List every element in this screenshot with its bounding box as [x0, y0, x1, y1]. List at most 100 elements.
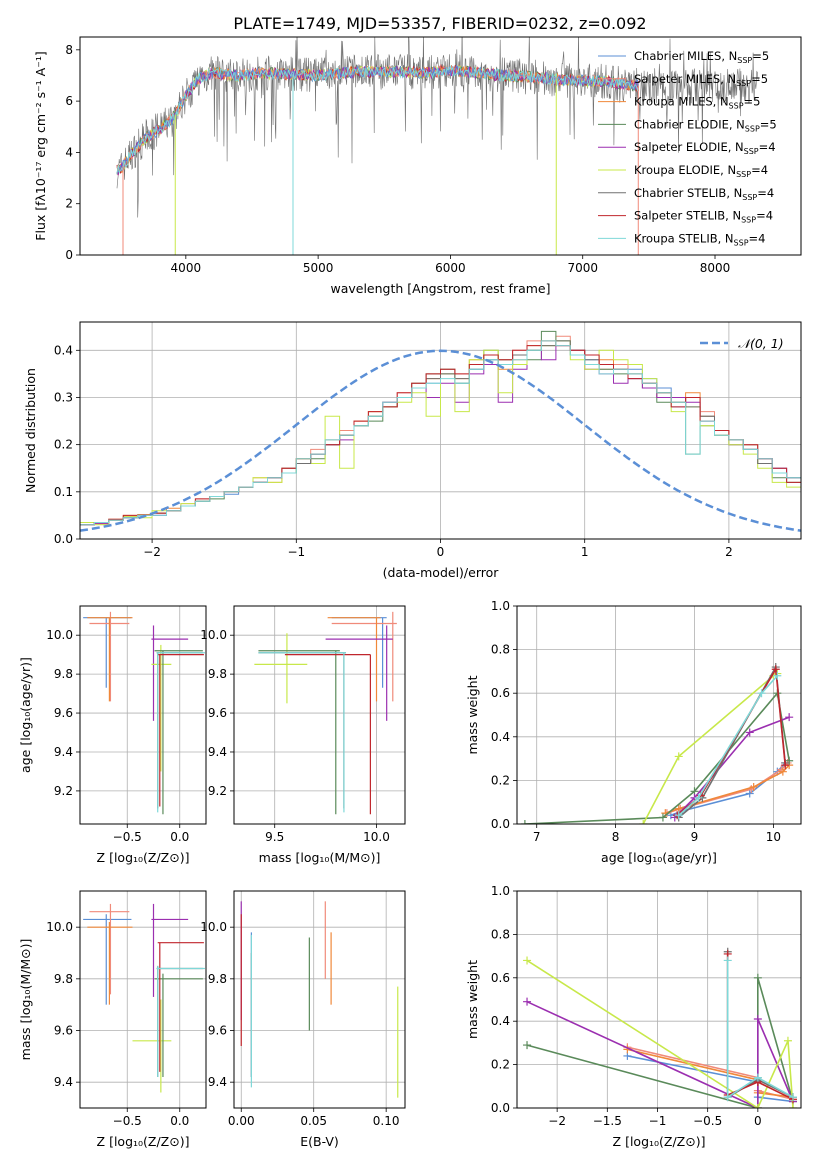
legend-label-text: Salpeter ELODIE, N — [634, 140, 744, 154]
z_vs_weight-marker-kroupa_stelib — [723, 1093, 732, 1102]
residuals-ytick-label: 0.2 — [54, 438, 73, 452]
ebv_vs_mass-ytick-label: 10.0 — [200, 920, 227, 934]
legend-label-suffix: =4 — [751, 163, 768, 177]
mass_vs_age-axes: 9.5 10.0 9.2 9.4 9.6 9.8 10.0 mass [log₁₀(M/M⊙)… — [200, 605, 406, 865]
spectrum-xtick-label: 6000 — [435, 261, 466, 275]
legend-label-suffix: =4 — [756, 209, 773, 223]
legend-label-text: Kroupa MILES, N — [634, 95, 729, 109]
z_vs_weight-line-kroupa_miles — [627, 1048, 794, 1098]
age_vs_weight-xlabel: age [log₁₀(age/yr)] — [601, 850, 717, 865]
z_vs_mass-xtick-label: −0.5 — [113, 1114, 142, 1128]
legend-label: Salpeter STELIB, NSSP=4 — [634, 209, 773, 225]
legend-label-sub: SSP — [744, 147, 759, 156]
residuals-axes: −2 −1 0 1 2 0.0 0.1 0.2 0.3 0.4 (data-model)/error… — [23, 321, 802, 580]
legend-label: Kroupa ELODIE, NSSP=4 — [634, 163, 768, 179]
spectrum-xtick-label: 8000 — [700, 261, 731, 275]
z_vs_weight-line-chabrier_elodie — [526, 977, 794, 1108]
age_vs_weight-ytick-label: 0.8 — [491, 643, 510, 657]
age_vs_weight-line-kroupa_elodie — [642, 672, 778, 824]
mass_vs_age-ytick-label: 9.4 — [208, 745, 227, 759]
z_vs_mass-plot-area — [83, 903, 205, 1093]
z_vs_weight-ylabel: mass weight — [465, 960, 480, 1039]
age_vs_weight-xtick-label: 10 — [766, 830, 781, 844]
z_vs_age-ytick-label: 9.6 — [54, 706, 73, 720]
age_vs_weight-ytick-label: 0.2 — [491, 773, 510, 787]
residuals-ytick-label: 0.1 — [54, 485, 73, 499]
legend-label-text: Chabrier ELODIE, N — [634, 117, 745, 131]
z_vs_weight-marker-salpeter_elodie — [753, 1015, 762, 1024]
residuals-ytick-label: 0.4 — [54, 343, 73, 357]
z_vs_weight-marker-kroupa_elodie — [783, 1036, 792, 1045]
z_vs_weight-marker-kroupa_stelib — [753, 1073, 762, 1082]
age_vs_weight-line-salpeter_miles — [666, 762, 789, 814]
z_vs_weight-xtick-label: −0.5 — [693, 1114, 722, 1128]
ebv_vs_mass-plot-area — [240, 901, 399, 1098]
ebv_vs_mass-xtick-label: 0.10 — [373, 1114, 400, 1128]
legend-label-suffix: =5 — [752, 49, 769, 63]
age_vs_weight-marker-salpeter_stelib — [781, 761, 790, 770]
age_vs_weight-ytick-label: 0.4 — [491, 730, 510, 744]
mass_vs_age-ytick-label: 9.6 — [208, 706, 227, 720]
age_vs_weight-line-kroupa_stelib — [678, 675, 778, 816]
z_vs_mass-axes: −0.5 0.0 9.4 9.6 9.8 10.0 Z [log₁₀(Z/Z⊙)] mass … — [18, 890, 207, 1149]
residuals-xtick-label: 0 — [437, 545, 445, 559]
legend-label-text: Salpeter MILES, N — [634, 72, 736, 86]
mass_vs_age-ytick-label: 9.8 — [208, 667, 227, 681]
legend-label-text: Chabrier STELIB, N — [634, 186, 742, 200]
z_vs_weight-marker-kroupa_elodie — [523, 956, 532, 965]
age_vs_weight-marker-chabrier_elodie — [520, 820, 529, 824]
z_vs_mass-frame — [79, 890, 207, 1109]
legend-label-text: Kroupa STELIB, N — [634, 231, 734, 245]
spectrum-line-chabrier_stelib — [116, 37, 759, 218]
z_vs_age-axes: −0.5 0.0 9.2 9.4 9.6 9.8 10.0 Z [log₁₀(Z/Z⊙)] ag… — [18, 605, 207, 865]
residuals-xtick-label: −2 — [143, 545, 161, 559]
spectrum-xlabel: wavelength [Angstrom, rest frame] — [330, 281, 550, 296]
residuals-frame — [79, 321, 802, 540]
z_vs_mass-ytick-label: 9.6 — [54, 1024, 73, 1038]
residuals-xtick-label: 2 — [725, 545, 733, 559]
z_vs_weight-marker-kroupa_elodie — [788, 1104, 797, 1108]
spectrum-axes: 4000 5000 6000 7000 8000 0 2 4 6 8 wavelength [Ang… — [33, 36, 802, 296]
age_vs_weight-marker-chabrier_miles — [745, 789, 754, 798]
z_vs_weight-marker-kroupa_stelib — [788, 1093, 797, 1102]
ebv_vs_mass-xtick-label: 0.00 — [228, 1114, 255, 1128]
z_vs_weight-line-kroupa_stelib — [726, 960, 794, 1099]
z_vs_age-ytick-label: 10.0 — [46, 628, 73, 642]
z_vs_age-ylabel: age [log₁₀(age/yr)] — [18, 657, 33, 773]
legend-label-suffix: =4 — [749, 231, 766, 245]
age_vs_weight-xtick-label: 8 — [612, 830, 620, 844]
spectrum-line-kroupa_stelib — [116, 65, 639, 174]
histogram-series-kroupa_elodie — [80, 340, 801, 526]
legend-label: Chabrier ELODIE, NSSP=5 — [634, 117, 777, 133]
age_vs_weight-marker-kroupa_miles — [778, 767, 787, 776]
spectrum-ytick-label: 8 — [65, 43, 73, 57]
age_vs_weight-marker-salpeter_stelib — [771, 665, 780, 674]
mass_vs_age-xlabel: mass [log₁₀(M/M⊙)] — [259, 850, 381, 865]
mass_vs_age-xtick-label: 10.0 — [363, 830, 390, 844]
histogram-series-chabrier_elodie — [80, 330, 801, 526]
legend-label-sub: SSP — [741, 216, 756, 225]
z_vs_weight-marker-salpeter_elodie — [523, 997, 532, 1006]
legend-label-sub: SSP — [729, 102, 744, 111]
legend-label: Chabrier MILES, NSSP=5 — [634, 49, 769, 65]
histogram-series-salpeter_miles — [80, 335, 801, 526]
legend-label-text: Kroupa ELODIE, N — [634, 163, 736, 177]
age_vs_weight-marker-kroupa_miles — [749, 782, 758, 791]
z_vs_weight-line-kroupa_elodie — [526, 959, 794, 1108]
legend-label-sub: SSP — [736, 170, 751, 179]
legend-label-text: Salpeter STELIB, N — [634, 209, 741, 223]
histogram-series-chabrier_miles — [80, 340, 801, 526]
mass_vs_age-plot-area — [254, 611, 397, 815]
spectrum-ylabel: Flux [fλ10⁻¹⁷ erg cm⁻² s⁻¹ A⁻¹] — [33, 51, 48, 240]
z_vs_mass-ytick-label: 9.8 — [54, 972, 73, 986]
age_vs_weight-marker-kroupa_elodie — [639, 820, 648, 824]
spectrum-line-salpeter_elodie — [116, 65, 639, 177]
z_vs_weight-ytick-label: 0.8 — [491, 927, 510, 941]
spectrum-xtick-label: 5000 — [303, 261, 334, 275]
ebv_vs_mass-ytick-label: 9.4 — [208, 1075, 227, 1089]
residuals-plot-area — [80, 330, 801, 532]
residuals-ylabel: Normed distribution — [23, 368, 38, 493]
mass_vs_age-frame — [233, 605, 406, 825]
legend-label-sub: SSP — [736, 79, 751, 88]
